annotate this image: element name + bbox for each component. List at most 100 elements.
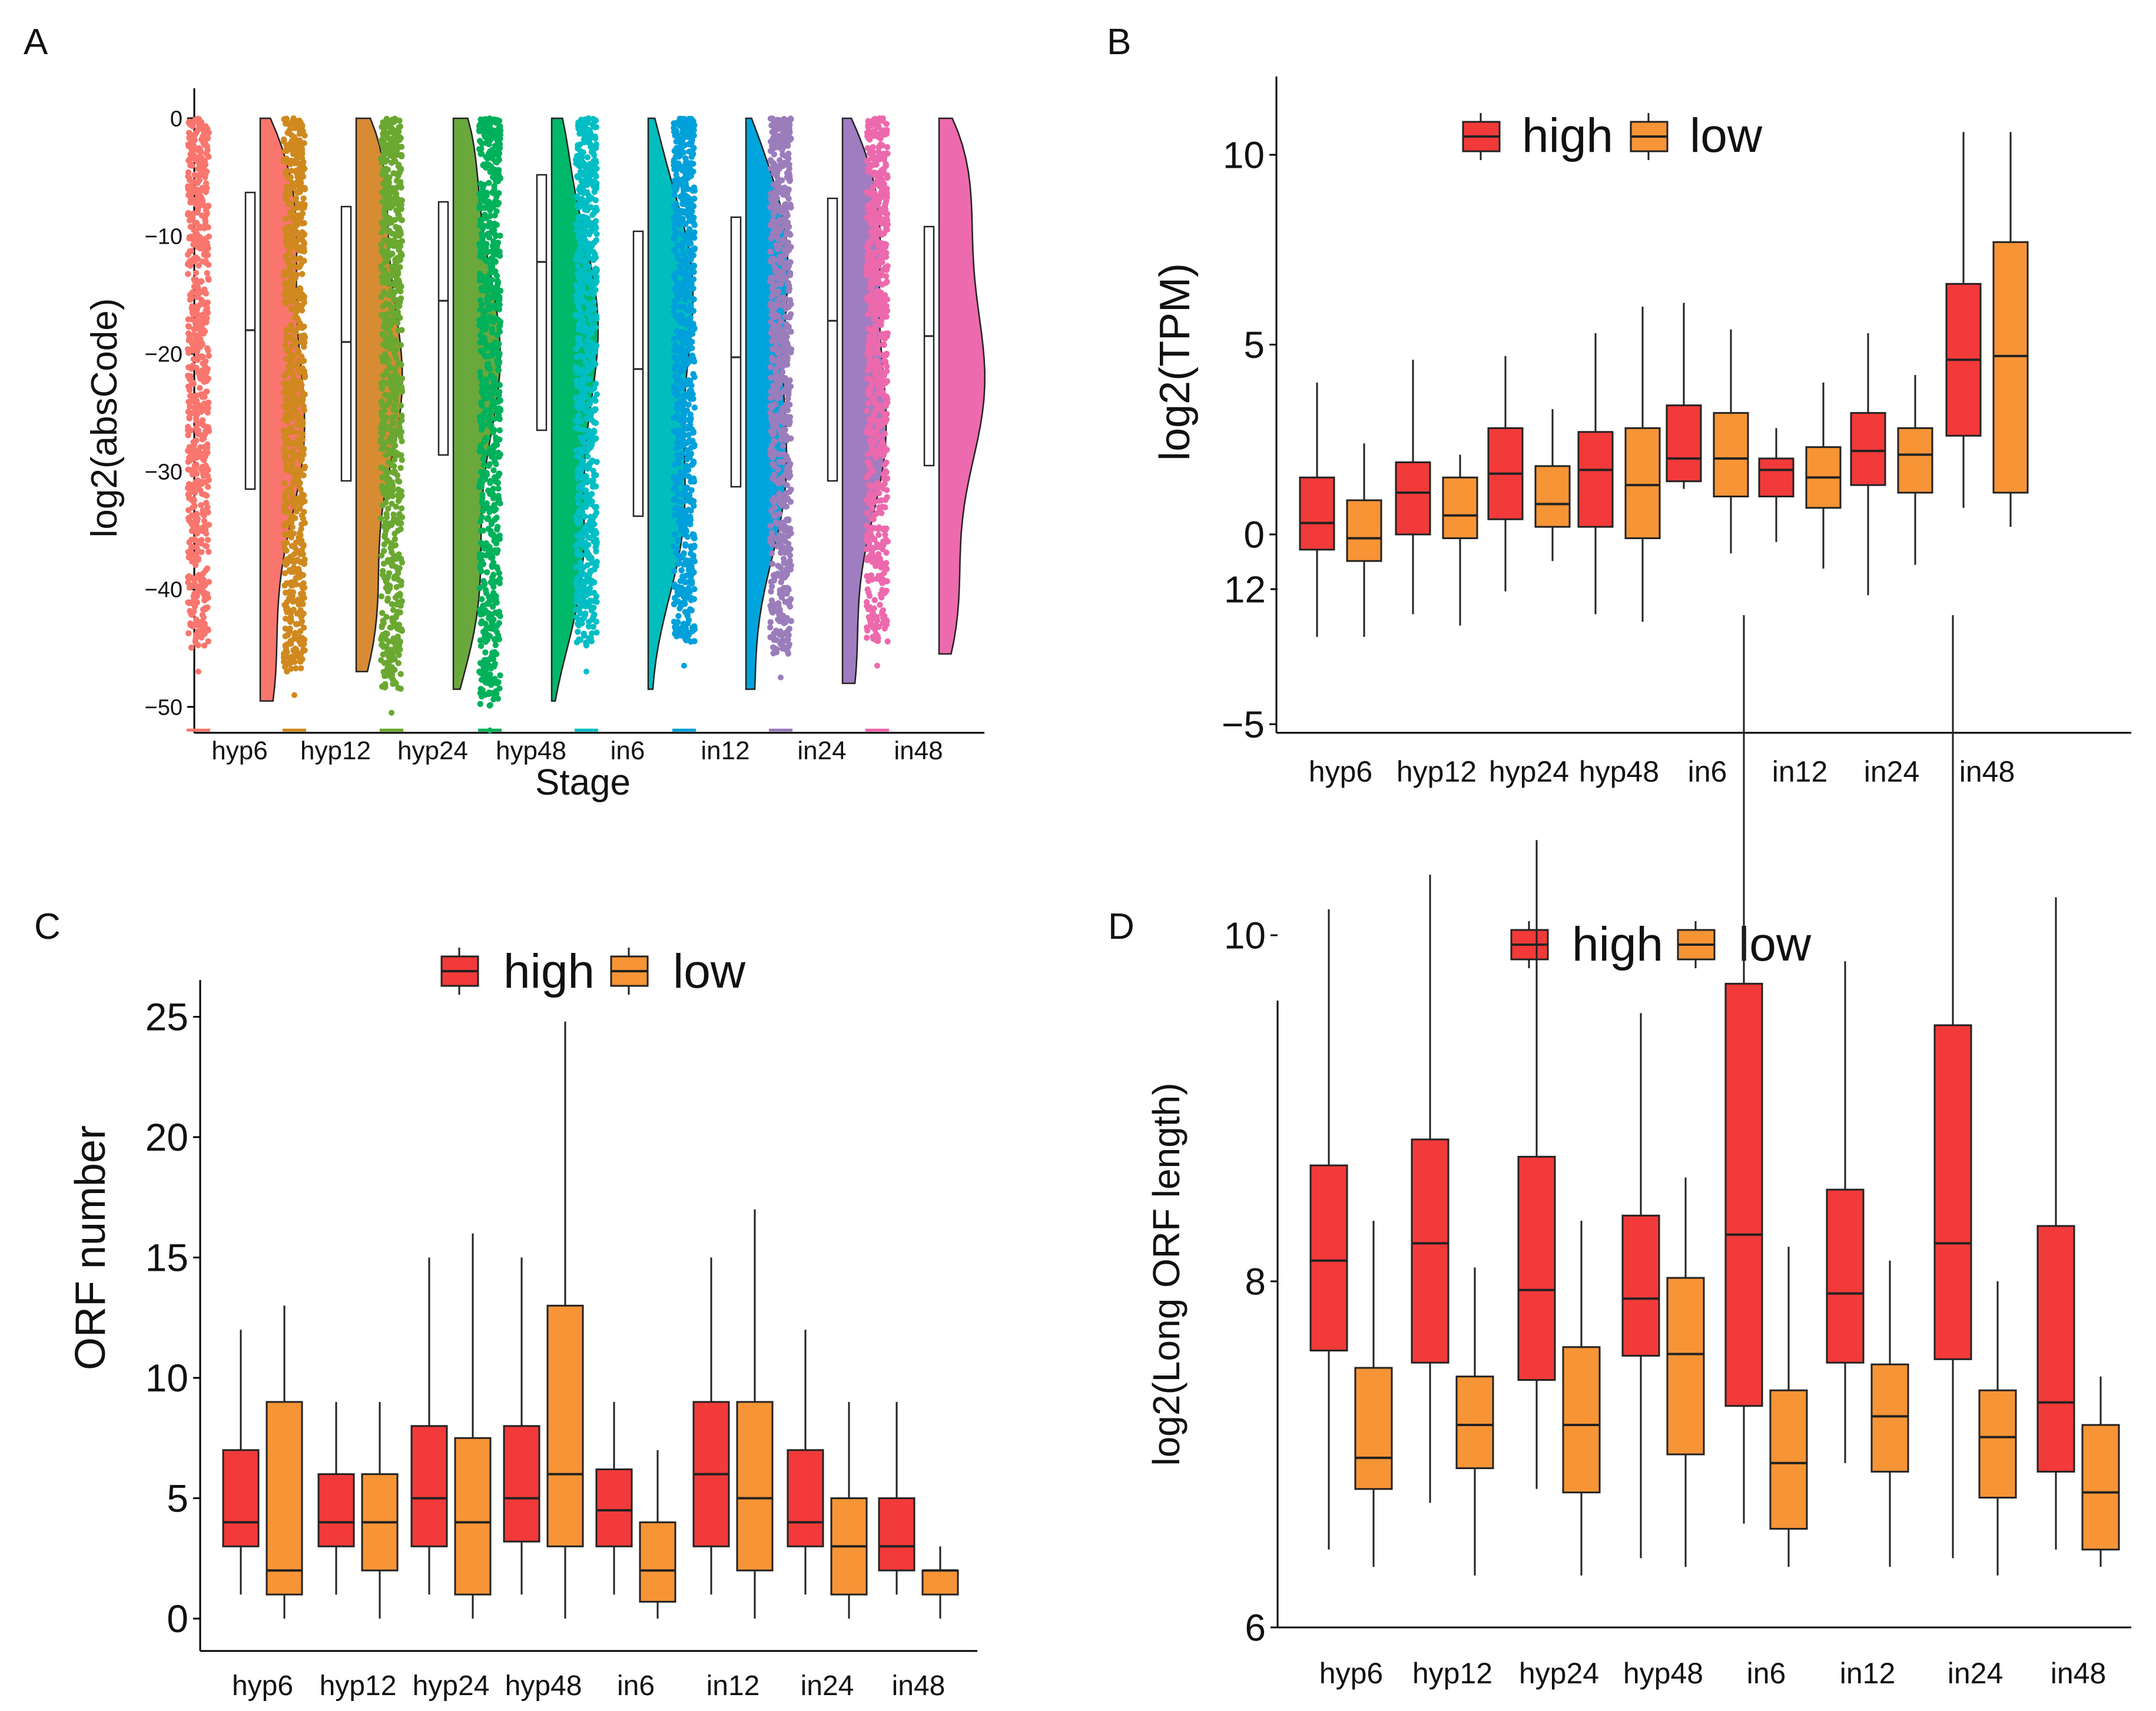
panel-a-point [381,523,387,530]
panel-a-point [193,400,199,406]
panel-a-point [485,671,492,678]
panel-a-point [496,575,503,582]
panel-b-category-label: in48 [1959,755,2015,788]
panel-a-point [389,414,396,421]
panel-a-point [203,307,210,313]
panel-a-point [281,454,288,460]
panel-a-point [203,604,209,611]
panel-a-point [690,396,696,402]
panel-a-point [387,646,394,653]
panel-a-point [283,580,290,586]
panel-b-category-label: hyp12 [1397,755,1477,788]
panel-a-point [782,549,788,556]
panel-a-point [477,297,483,304]
panel-a-point [389,601,395,607]
panel-a-point [685,276,692,283]
panel-a-point [194,209,200,216]
panel-a-point [393,141,399,148]
panel-a-point [204,449,210,456]
panel-a-point [297,305,304,311]
panel-a-point [583,464,589,470]
panel-a-point [579,275,585,282]
panel-a-point [579,287,586,294]
panel-a-point [197,301,203,308]
panel-a-point [389,500,395,507]
panel-a-point [592,380,599,387]
panel-a-point [198,467,205,474]
panel-a-point [283,347,290,354]
panel-a-point [576,636,582,643]
panel-a-point [573,418,580,424]
panel-a-point [283,196,290,202]
panel-a-point [197,317,203,324]
panel-a-point [768,507,775,514]
panel-a-point [589,491,595,497]
panel-a-point [301,647,308,654]
panel-a-point [688,497,694,503]
panel-a-point [490,303,497,309]
panel-a-point [776,459,782,465]
panel-c-category-label: hyp6 [232,1670,293,1702]
panel-a-point [293,195,299,201]
panel-c-category-label: hyp48 [505,1670,582,1702]
panel-a-point [771,471,778,478]
panel-a-point [297,486,304,493]
panel-a-point [286,567,293,573]
panel-a-point [294,363,300,370]
panel-a-point [194,357,201,363]
panel-a-point [195,115,202,122]
panel-a-point [378,593,385,600]
panel-a-point [492,212,498,219]
panel-a-box-in12 [730,216,742,488]
panel-a-point [588,459,595,466]
panel-a-point [495,498,502,505]
panel-a-point [489,403,495,410]
panel-a-category-label: hyp12 [300,736,371,765]
panel-a-point [383,185,389,192]
panel-a-point [391,237,397,244]
panel-a-point [283,439,289,446]
panel-a-point [296,430,303,436]
panel-a-point [204,565,211,572]
panel-a-point [673,171,679,178]
panel-a-point [296,655,303,662]
panel-a-point [785,540,792,547]
panel-a-point [778,594,785,601]
panel-a-point [674,506,681,513]
panel-a-point [682,192,689,199]
panel-a-ytick-label: −30 [145,460,183,484]
panel-a-point [187,448,194,456]
panel-a-point [573,447,580,453]
panel-a-point [399,457,405,463]
panel-a-point [292,650,299,656]
panel-a-point [591,521,598,527]
panel-a-point [294,496,300,503]
panel-a-point [282,191,289,198]
panel-a-point [294,636,301,642]
panel-a-point [593,548,599,554]
panel-a-point [671,485,677,492]
panel-a-point [486,384,492,391]
panel-a-point [672,313,679,320]
panel-a-point [193,220,200,226]
panel-a-point [288,514,294,520]
panel-a-point [768,277,775,284]
panel-a-point [301,185,308,191]
panel-a-point [185,260,192,266]
panel-a-point [195,127,201,133]
panel-a-rug-in12 [672,729,696,732]
panel-a-point [768,550,775,557]
panel-a-point [577,482,583,489]
panel-a-point [787,418,793,425]
panel-a-violin-in12 [745,117,789,690]
panel-a-point [377,439,384,446]
panel-a-point [481,545,487,551]
panel-letter-d: D [1108,906,1135,947]
panel-a-point [393,148,400,154]
panel-a-point [385,438,392,444]
panel-a-point [380,145,387,152]
legend-d-low-label: low [1739,918,1812,971]
panel-a-point [482,345,489,353]
panel-a-point [380,632,386,638]
